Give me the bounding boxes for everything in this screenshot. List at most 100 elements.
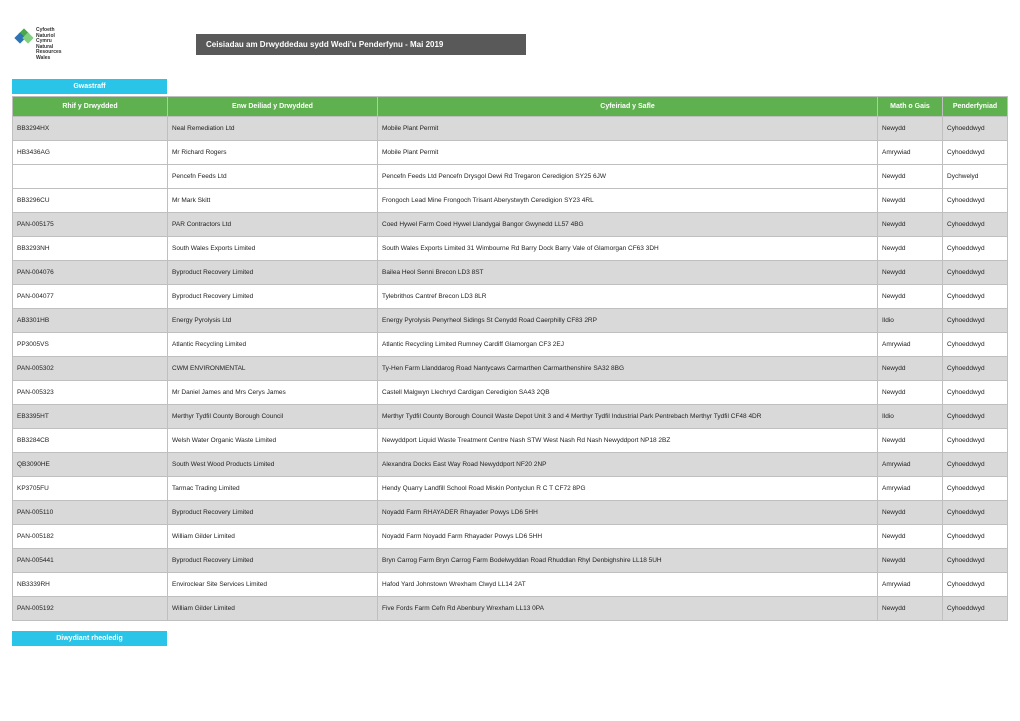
permits-table: Rhif y Drwydded Enw Deiliad y Drwydded C… [12, 96, 1008, 621]
table-cell: BB3296CU [13, 189, 168, 213]
table-cell: HB3436AG [13, 141, 168, 165]
table-cell: PAN-005175 [13, 213, 168, 237]
table-row: KP3705FUTarmac Trading LimitedHendy Quar… [13, 477, 1008, 501]
table-cell: Welsh Water Organic Waste Limited [168, 429, 378, 453]
col-header: Enw Deiliad y Drwydded [168, 97, 378, 117]
table-cell: Amrywiad [878, 141, 943, 165]
table-cell: PAN-005182 [13, 525, 168, 549]
table-cell: Mr Mark Skitt [168, 189, 378, 213]
table-cell: Cyhoeddwyd [943, 405, 1008, 429]
table-cell: Newydd [878, 381, 943, 405]
table-row: PAN-005323Mr Daniel James and Mrs Cerys … [13, 381, 1008, 405]
table-cell: Cyhoeddwyd [943, 237, 1008, 261]
table-cell: Frongoch Lead Mine Frongoch Trisant Aber… [378, 189, 878, 213]
page-title: Ceisiadau am Drwyddedau sydd Wedi'u Pend… [196, 34, 526, 55]
table-cell: EB3395HT [13, 405, 168, 429]
table-cell: Newydd [878, 525, 943, 549]
table-row: EB3395HTMerthyr Tydfil County Borough Co… [13, 405, 1008, 429]
table-cell: Coed Hywel Farm Coed Hywel Llandygai Ban… [378, 213, 878, 237]
table-row: PP3005VSAtlantic Recycling LimitedAtlant… [13, 333, 1008, 357]
table-row: AB3301HBEnergy Pyrolysis LtdEnergy Pyrol… [13, 309, 1008, 333]
table-row: PAN-005175PAR Contractors LtdCoed Hywel … [13, 213, 1008, 237]
tab-gwastraff[interactable]: Gwastraff [12, 79, 167, 94]
table-cell: Newydd [878, 501, 943, 525]
table-cell: Byproduct Recovery Limited [168, 285, 378, 309]
table-row: PAN-005110Byproduct Recovery LimitedNoya… [13, 501, 1008, 525]
table-cell: Castell Malgwyn Llechryd Cardigan Ceredi… [378, 381, 878, 405]
table-cell: Newydd [878, 117, 943, 141]
table-cell: Byproduct Recovery Limited [168, 261, 378, 285]
table-row: BB3296CUMr Mark SkittFrongoch Lead Mine … [13, 189, 1008, 213]
table-cell: Cyhoeddwyd [943, 309, 1008, 333]
table-cell: Dychwelyd [943, 165, 1008, 189]
table-row: PAN-004077Byproduct Recovery LimitedTyle… [13, 285, 1008, 309]
table-cell: Five Fords Farm Cefn Rd Abenbury Wrexham… [378, 597, 878, 621]
table-cell: Newydd [878, 597, 943, 621]
table-cell: Cyhoeddwyd [943, 213, 1008, 237]
table-cell: Amrywiad [878, 333, 943, 357]
table-cell: Enviroclear Site Services Limited [168, 573, 378, 597]
table-cell: PAN-004077 [13, 285, 168, 309]
table-cell: Amrywiad [878, 477, 943, 501]
table-cell: Ildio [878, 309, 943, 333]
table-cell: Cyhoeddwyd [943, 597, 1008, 621]
table-cell: Pencefn Feeds Ltd [168, 165, 378, 189]
table-cell: Mr Richard Rogers [168, 141, 378, 165]
table-cell: PAN-004076 [13, 261, 168, 285]
table-row: PAN-005182William Gilder LimitedNoyadd F… [13, 525, 1008, 549]
table-cell: AB3301HB [13, 309, 168, 333]
table-row: QB3090HESouth West Wood Products Limited… [13, 453, 1008, 477]
table-cell: Newydd [878, 357, 943, 381]
table-cell: PAR Contractors Ltd [168, 213, 378, 237]
table-cell: BB3294HX [13, 117, 168, 141]
col-header: Penderfyniad [943, 97, 1008, 117]
table-cell: Amrywiad [878, 453, 943, 477]
table-cell: Newydd [878, 237, 943, 261]
table-cell: Newydd [878, 261, 943, 285]
table-cell: South Wales Exports Limited 31 Wimbourne… [378, 237, 878, 261]
table-row: PAN-005192William Gilder LimitedFive For… [13, 597, 1008, 621]
table-cell: PAN-005110 [13, 501, 168, 525]
table-cell: Cyhoeddwyd [943, 117, 1008, 141]
table-cell: Alexandra Docks East Way Road Newyddport… [378, 453, 878, 477]
table-cell: William Gilder Limited [168, 525, 378, 549]
table-cell: KP3705FU [13, 477, 168, 501]
table-row: PAN-005441Byproduct Recovery LimitedBryn… [13, 549, 1008, 573]
logo: Cyfoeth Naturiol Cymru Natural Resources… [16, 28, 76, 61]
table-cell: PAN-005323 [13, 381, 168, 405]
table-cell: Atlantic Recycling Limited Rumney Cardif… [378, 333, 878, 357]
table-cell: Energy Pyrolysis Ltd [168, 309, 378, 333]
table-row: Pencefn Feeds LtdPencefn Feeds Ltd Pence… [13, 165, 1008, 189]
table-cell: Cyhoeddwyd [943, 285, 1008, 309]
table-row: HB3436AGMr Richard RogersMobile Plant Pe… [13, 141, 1008, 165]
table-cell: Newydd [878, 429, 943, 453]
header-row: Cyfoeth Naturiol Cymru Natural Resources… [12, 28, 1008, 61]
table-cell: Cyhoeddwyd [943, 189, 1008, 213]
table-cell: Cyhoeddwyd [943, 501, 1008, 525]
table-cell: Hafod Yard Johnstown Wrexham Clwyd LL14 … [378, 573, 878, 597]
table-row: PAN-004076Byproduct Recovery LimitedBail… [13, 261, 1008, 285]
table-cell: Cyhoeddwyd [943, 261, 1008, 285]
table-cell: BB3284CB [13, 429, 168, 453]
col-header: Math o Gais [878, 97, 943, 117]
table-cell: Ildio [878, 405, 943, 429]
table-cell: Cyhoeddwyd [943, 333, 1008, 357]
table-cell: Cyhoeddwyd [943, 525, 1008, 549]
table-cell: PP3005VS [13, 333, 168, 357]
table-cell [13, 165, 168, 189]
table-cell: Cyhoeddwyd [943, 573, 1008, 597]
table-cell: Byproduct Recovery Limited [168, 501, 378, 525]
tab-diwydiant[interactable]: Diwydiant rheoledig [12, 631, 167, 646]
logo-mark-icon [16, 30, 32, 46]
table-cell: Cyhoeddwyd [943, 549, 1008, 573]
logo-text: Cyfoeth Naturiol Cymru Natural Resources… [36, 28, 62, 61]
table-cell: Cyhoeddwyd [943, 429, 1008, 453]
table-cell: Cyhoeddwyd [943, 477, 1008, 501]
table-cell: PAN-005441 [13, 549, 168, 573]
table-cell: Cyhoeddwyd [943, 381, 1008, 405]
table-row: BB3284CBWelsh Water Organic Waste Limite… [13, 429, 1008, 453]
table-cell: Ty-Hen Farm Llanddarog Road Nantycaws Ca… [378, 357, 878, 381]
table-cell: CWM ENVIRONMENTAL [168, 357, 378, 381]
table-cell: PAN-005302 [13, 357, 168, 381]
table-cell: Neal Remediation Ltd [168, 117, 378, 141]
